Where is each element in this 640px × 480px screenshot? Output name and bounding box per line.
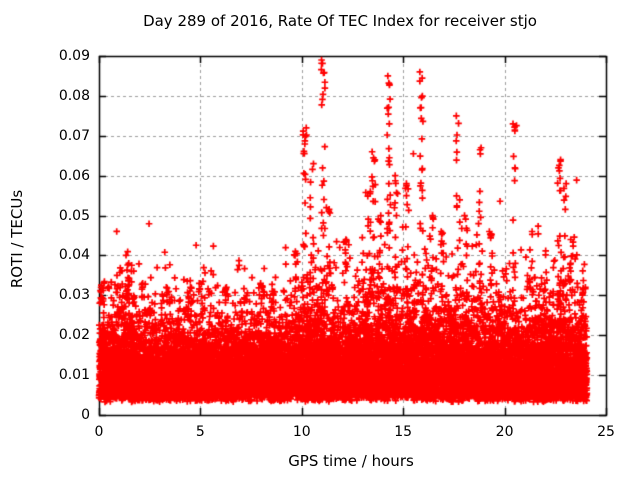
y-axis-label: ROTI / TECUs [8, 189, 26, 289]
x-axis-label: GPS time / hours [288, 452, 414, 470]
chart-title: Day 289 of 2016, Rate Of TEC Index for r… [143, 12, 537, 30]
